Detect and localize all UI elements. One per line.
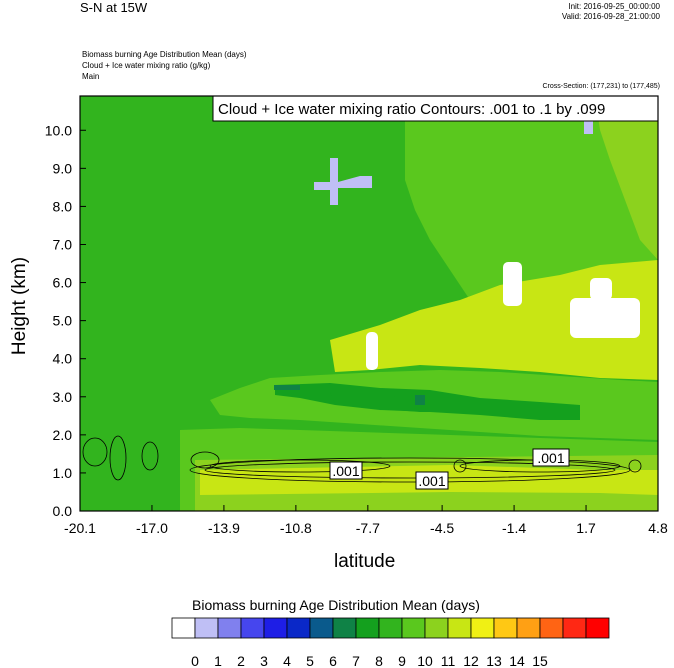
colorbar-swatch bbox=[309, 617, 334, 639]
contour-label-2: .001 bbox=[418, 473, 445, 489]
colorbar-label: 9 bbox=[398, 653, 406, 668]
patch-white-3 bbox=[570, 298, 640, 338]
colorbar-swatch bbox=[585, 617, 610, 639]
x-tick-label: 4.8 bbox=[648, 520, 668, 536]
field-name-main: Main bbox=[82, 72, 100, 81]
x-tick-label: -4.5 bbox=[430, 520, 454, 536]
x-tick-label: -17.0 bbox=[136, 520, 168, 536]
colorbar-label: 11 bbox=[441, 653, 456, 668]
patch-white-2 bbox=[590, 278, 612, 300]
y-tick-label: 5.0 bbox=[53, 313, 73, 329]
colorbar-label: 14 bbox=[509, 653, 525, 668]
colorbar-swatch bbox=[286, 617, 311, 639]
colorbar-swatch bbox=[470, 617, 495, 639]
colorbar: 0 1 2 3 4 5 6 7 8 9 10 11 12 13 14 15 bbox=[171, 617, 610, 668]
x-tick-label: -10.8 bbox=[280, 520, 312, 536]
colorbar-swatch bbox=[493, 617, 518, 639]
y-tick-label: 2.0 bbox=[53, 427, 73, 443]
patch-white-1 bbox=[503, 262, 522, 306]
x-axis-label: latitude bbox=[334, 551, 396, 572]
contour-label-boxes bbox=[329, 448, 570, 490]
x-tick-label: -1.4 bbox=[502, 520, 526, 536]
colorbar-swatch bbox=[217, 617, 242, 639]
y-tick-label: 9.0 bbox=[53, 160, 73, 176]
colorbar-label: 12 bbox=[463, 653, 479, 668]
cross-section-label: Cross-Section: (177,231) to (177,485) bbox=[542, 83, 660, 90]
colorbar-swatch bbox=[355, 617, 380, 639]
heatmap-field bbox=[80, 96, 658, 511]
x-tick-label: -7.7 bbox=[356, 520, 380, 536]
colorbar-swatch bbox=[562, 617, 587, 639]
plot-frame bbox=[79, 95, 659, 512]
y-tick-label: 8.0 bbox=[53, 198, 73, 214]
page-title: S-N at 15W bbox=[80, 0, 148, 15]
valid-time: Valid: 2016-09-28_21:00:00 bbox=[561, 12, 660, 21]
y-tick-label: 4.0 bbox=[53, 351, 73, 367]
colorbar-label: 3 bbox=[260, 653, 268, 668]
colorbar-swatch bbox=[171, 617, 196, 639]
colorbar-label: 10 bbox=[417, 653, 433, 668]
patch-white-4 bbox=[366, 332, 378, 370]
colorbar-label: 8 bbox=[375, 653, 383, 668]
y-tick-label: 1.0 bbox=[53, 465, 73, 481]
contour-label-3: .001 bbox=[537, 450, 564, 466]
y-tick-label: 0.0 bbox=[53, 503, 73, 519]
field-name-cloud: Cloud + Ice water mixing ratio (g/kg) bbox=[82, 61, 211, 70]
colorbar-swatch bbox=[401, 617, 426, 639]
contour-label-1: .001 bbox=[332, 463, 359, 479]
colorbar-label: 7 bbox=[352, 653, 360, 668]
colorbar-swatch bbox=[263, 617, 288, 639]
x-tick-label: -20.1 bbox=[64, 520, 96, 536]
y-tick-label: 3.0 bbox=[53, 389, 73, 405]
colorbar-swatch bbox=[194, 617, 219, 639]
axis-ticks: -20.1 -17.0 -13.9 -10.8 -7.7 -4.5 -1.4 1.7 4.8 0.… bbox=[45, 122, 668, 536]
x-tick-label: -13.9 bbox=[208, 520, 240, 536]
colorbar-swatch bbox=[240, 617, 265, 639]
colorbar-swatch bbox=[424, 617, 449, 639]
region-dark-strip-inner bbox=[330, 392, 460, 412]
colorbar-swatch bbox=[516, 617, 541, 639]
colorbar-label: 1 bbox=[214, 653, 222, 668]
colorbar-swatch bbox=[378, 617, 403, 639]
y-tick-label: 6.0 bbox=[53, 275, 73, 291]
colorbar-swatch bbox=[332, 617, 357, 639]
y-axis-label: Height (km) bbox=[9, 256, 30, 356]
init-time: Init: 2016-09-25_00:00:00 bbox=[568, 2, 660, 11]
region-upper-right-edge bbox=[595, 96, 658, 260]
colorbar-label: 0 bbox=[191, 653, 199, 668]
colorbar-label: 4 bbox=[283, 653, 291, 668]
patch-lavender-mid bbox=[314, 158, 372, 205]
colorbar-swatch bbox=[447, 617, 472, 639]
x-tick-label: 1.7 bbox=[576, 520, 596, 536]
contour-info-text: Cloud + Ice water mixing ratio Contours:… bbox=[218, 101, 605, 118]
colorbar-label: 6 bbox=[329, 653, 337, 668]
colorbar-label: 15 bbox=[532, 653, 548, 668]
region-left-bottom bbox=[80, 468, 180, 511]
region-teal-spot bbox=[274, 385, 300, 390]
colorbar-swatch bbox=[539, 617, 564, 639]
colorbar-title: Biomass burning Age Distribution Mean (d… bbox=[192, 597, 480, 613]
y-tick-label: 10.0 bbox=[45, 122, 72, 138]
y-tick-label: 7.0 bbox=[53, 236, 73, 252]
colorbar-label: 13 bbox=[486, 653, 502, 668]
region-teal-spot-2 bbox=[415, 395, 425, 405]
colorbar-label: 2 bbox=[237, 653, 245, 668]
field-name-age: Biomass burning Age Distribution Mean (d… bbox=[82, 50, 247, 59]
colorbar-label: 5 bbox=[306, 653, 314, 668]
patch-lavender-top bbox=[584, 118, 593, 134]
